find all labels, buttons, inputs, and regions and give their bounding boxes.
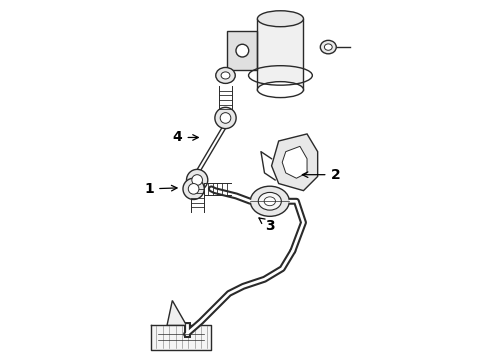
Circle shape [236,44,249,57]
Text: 2: 2 [302,168,340,182]
Ellipse shape [264,197,275,206]
Text: 4: 4 [173,130,198,144]
Polygon shape [282,146,307,178]
Circle shape [215,107,236,129]
Circle shape [188,184,199,194]
Ellipse shape [320,40,336,54]
Polygon shape [271,134,318,191]
Ellipse shape [250,186,289,216]
Ellipse shape [221,72,230,79]
Ellipse shape [257,82,303,98]
Polygon shape [151,325,211,350]
Text: 1: 1 [145,182,177,196]
FancyBboxPatch shape [257,19,303,90]
Text: 3: 3 [259,218,274,233]
Ellipse shape [258,192,281,210]
Circle shape [187,169,208,191]
Polygon shape [167,301,187,325]
Circle shape [192,175,202,185]
Ellipse shape [216,67,235,84]
FancyBboxPatch shape [227,31,257,70]
Circle shape [183,178,204,199]
Ellipse shape [257,11,303,27]
Ellipse shape [324,44,332,50]
Circle shape [220,113,231,123]
